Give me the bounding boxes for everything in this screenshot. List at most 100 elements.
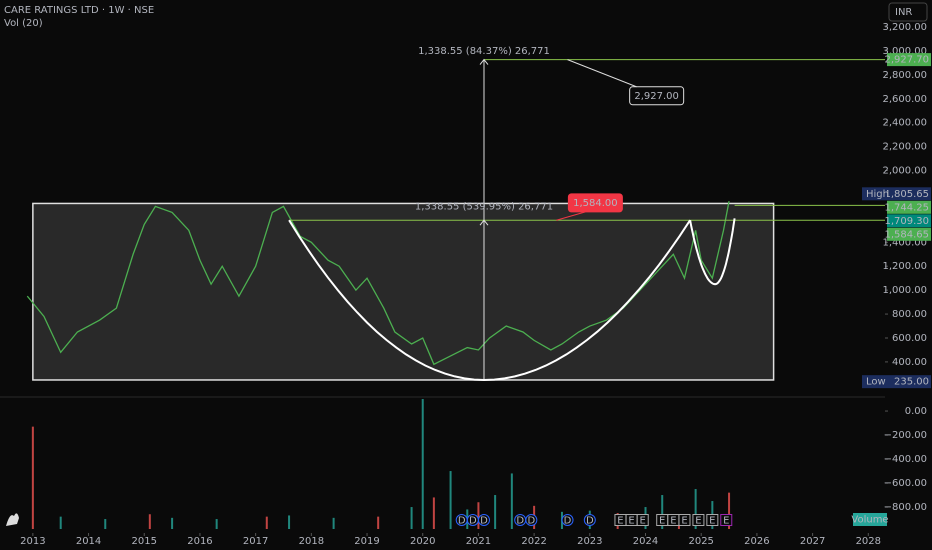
volume-tick-label: −200.00 [884, 430, 927, 441]
event-label: D [480, 516, 488, 527]
volume-tick-label: −400.00 [884, 454, 927, 465]
price-label-box [887, 53, 931, 67]
volume-tick-label: 0.00 [905, 406, 927, 417]
y-tick-label: 600.00 [892, 333, 927, 344]
x-tick-label: 2020 [410, 536, 435, 547]
volume-bar [215, 519, 218, 529]
volume-bar [410, 507, 413, 529]
x-tick-label: 2021 [466, 536, 491, 547]
event-label: D [458, 516, 466, 527]
cup-curve [288, 219, 691, 382]
event-label: E [659, 516, 665, 527]
price-label: 1,744.25 [884, 202, 929, 213]
y-tick-label: 2,800.00 [882, 70, 927, 81]
volume-bar [694, 489, 697, 529]
handle-curve [689, 218, 736, 286]
volume-bar [332, 517, 335, 529]
price-label-box [887, 214, 931, 228]
volume-bar [728, 492, 731, 529]
dividend-marker [525, 514, 538, 526]
x-tick-label: 2019 [354, 536, 379, 547]
volume-bar [421, 399, 424, 529]
price-label: 1,584.65 [884, 229, 929, 240]
measure-arrow [479, 219, 489, 226]
volume-bar [477, 502, 480, 529]
callout-label: 1,584.00 [573, 198, 618, 209]
price-label: 235.00 [894, 377, 929, 388]
event-label: D [586, 516, 594, 527]
x-tick-label: 2018 [299, 536, 324, 547]
y-tick-label: 1,400.00 [882, 237, 927, 248]
currency[interactable]: INR [895, 7, 912, 18]
volume-bar [288, 515, 291, 529]
chart-subtitle: Vol (20) [4, 18, 43, 29]
y-tick-label: 2,200.00 [882, 142, 927, 153]
volume-bar [31, 426, 34, 529]
price-tag-box [862, 187, 887, 201]
dividend-marker [583, 514, 596, 526]
y-tick-label: 3,000.00 [882, 46, 927, 57]
volume-bar [432, 497, 435, 529]
volume-bar [510, 473, 513, 529]
volume-bar [494, 495, 497, 529]
event-label: E [681, 516, 687, 527]
event-label: E [617, 516, 623, 527]
event-label: D [527, 516, 535, 527]
volume-bar [661, 495, 664, 529]
event-label: D [469, 516, 477, 527]
x-tick-label: 2014 [76, 536, 101, 547]
y-tick-label: 2,400.00 [882, 118, 927, 129]
event-label: E [695, 516, 701, 527]
volume-tick-label: −800.00 [884, 502, 927, 513]
y-tick-label: 1,200.00 [882, 261, 927, 272]
price-label-box [887, 375, 931, 389]
x-tick-label: 2024 [633, 536, 658, 547]
price-label-box [887, 200, 931, 214]
volume-bar [449, 471, 452, 529]
earnings-marker [692, 514, 705, 526]
event-label: E [670, 516, 676, 527]
volume-bar [265, 516, 268, 529]
callout-label: 2,927.00 [634, 91, 679, 102]
x-tick-label: 2017 [243, 536, 268, 547]
volume-bar [59, 516, 62, 529]
y-tick-label: 400.00 [892, 357, 927, 368]
currency-button[interactable] [888, 2, 928, 22]
logo [6, 513, 19, 526]
volume-bar [377, 516, 380, 529]
event-label: D [564, 516, 572, 527]
y-tick-label: 3,200.00 [882, 22, 927, 33]
event-label: E [709, 516, 715, 527]
x-tick-label: 2015 [132, 536, 157, 547]
volume-tick-label: −600.00 [884, 478, 927, 489]
x-tick-label: 2022 [521, 536, 546, 547]
dividend-marker [561, 514, 574, 526]
volume-legend-box [853, 513, 887, 526]
volume-bar [148, 514, 151, 529]
x-tick-label: 2026 [744, 536, 769, 547]
measure-arrow [479, 58, 489, 65]
event-label: E [628, 516, 634, 527]
callout-box [567, 193, 623, 213]
price-tag: Low [866, 377, 886, 388]
earnings-marker [720, 514, 733, 526]
measure-label: 1,338.55 (539.95%) 26,771 [415, 201, 553, 212]
event-label: E [640, 516, 646, 527]
x-tick-label: 2027 [800, 536, 825, 547]
price-label: 1,709.30 [884, 216, 929, 227]
price-label: 2,927.70 [884, 55, 929, 66]
callout-pointer [567, 59, 637, 88]
range-box [32, 202, 775, 381]
event-label: D [516, 516, 524, 527]
earnings-marker [678, 514, 691, 526]
price-label-box [887, 227, 931, 241]
earnings-marker [706, 514, 719, 526]
volume-bar [171, 517, 174, 529]
price-tag: High [866, 189, 889, 200]
price-label: 1,805.65 [884, 189, 929, 200]
volume-legend: Volume [851, 515, 888, 526]
volume-bar [104, 519, 107, 529]
x-tick-label: 2023 [577, 536, 602, 547]
